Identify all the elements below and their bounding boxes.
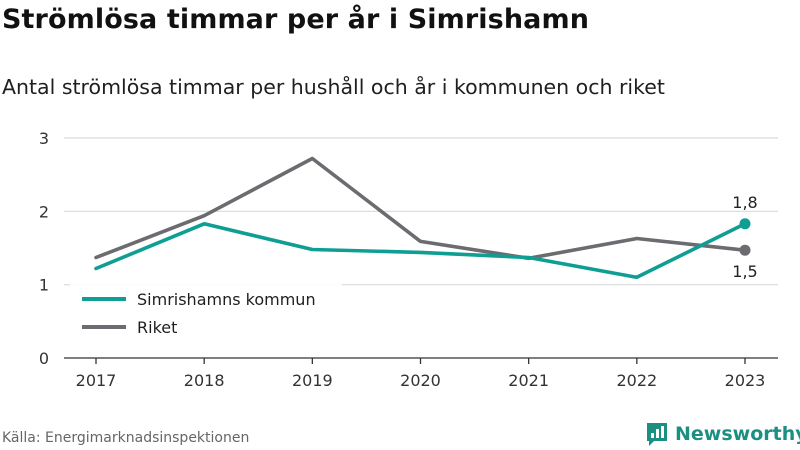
x-tick-label: 2022 <box>616 371 657 390</box>
newsworthy-logo-icon <box>647 423 667 446</box>
x-axis: 2017 2018 2019 2020 2021 2022 2023 <box>64 357 778 390</box>
chart-title: Strömlösa timmar per år i Simrishamn <box>2 4 590 35</box>
x-tick-label: 2021 <box>508 371 549 390</box>
series-line-kommun <box>94 222 747 280</box>
y-tick-label: 3 <box>39 129 49 148</box>
end-point-riket <box>739 244 751 256</box>
y-tick-label: 0 <box>39 349 49 368</box>
chart-subtitle: Antal strömlösa timmar per hushåll och å… <box>2 75 665 99</box>
y-tick-label: 1 <box>39 276 49 295</box>
brand-name: Newsworthy <box>675 423 800 445</box>
legend-background <box>70 283 342 341</box>
legend-label: Simrishamns kommun <box>137 290 316 309</box>
x-tick-label: 2017 <box>76 371 117 390</box>
x-tick-label: 2020 <box>400 371 441 390</box>
x-tick-label: 2019 <box>292 371 333 390</box>
end-label-kommun: 1,8 <box>732 193 757 212</box>
y-tick-label: 2 <box>39 202 49 221</box>
series-line-riket <box>94 156 747 261</box>
brand-logo[interactable]: Newsworthy <box>645 420 800 448</box>
end-label-riket: 1,5 <box>732 262 757 281</box>
y-axis-ticks: 0 1 2 3 <box>39 129 49 368</box>
legend: Simrishamns kommun Riket <box>70 283 342 341</box>
gridlines <box>64 137 778 286</box>
source-note: Källa: Energimarknadsinspektionen <box>2 430 250 446</box>
end-point-kommun <box>739 218 751 230</box>
series-lines <box>94 156 751 280</box>
end-value-labels: 1,8 1,5 <box>732 193 757 281</box>
x-tick-label: 2018 <box>184 371 225 390</box>
x-tick-label: 2023 <box>725 371 766 390</box>
legend-label: Riket <box>137 318 177 337</box>
